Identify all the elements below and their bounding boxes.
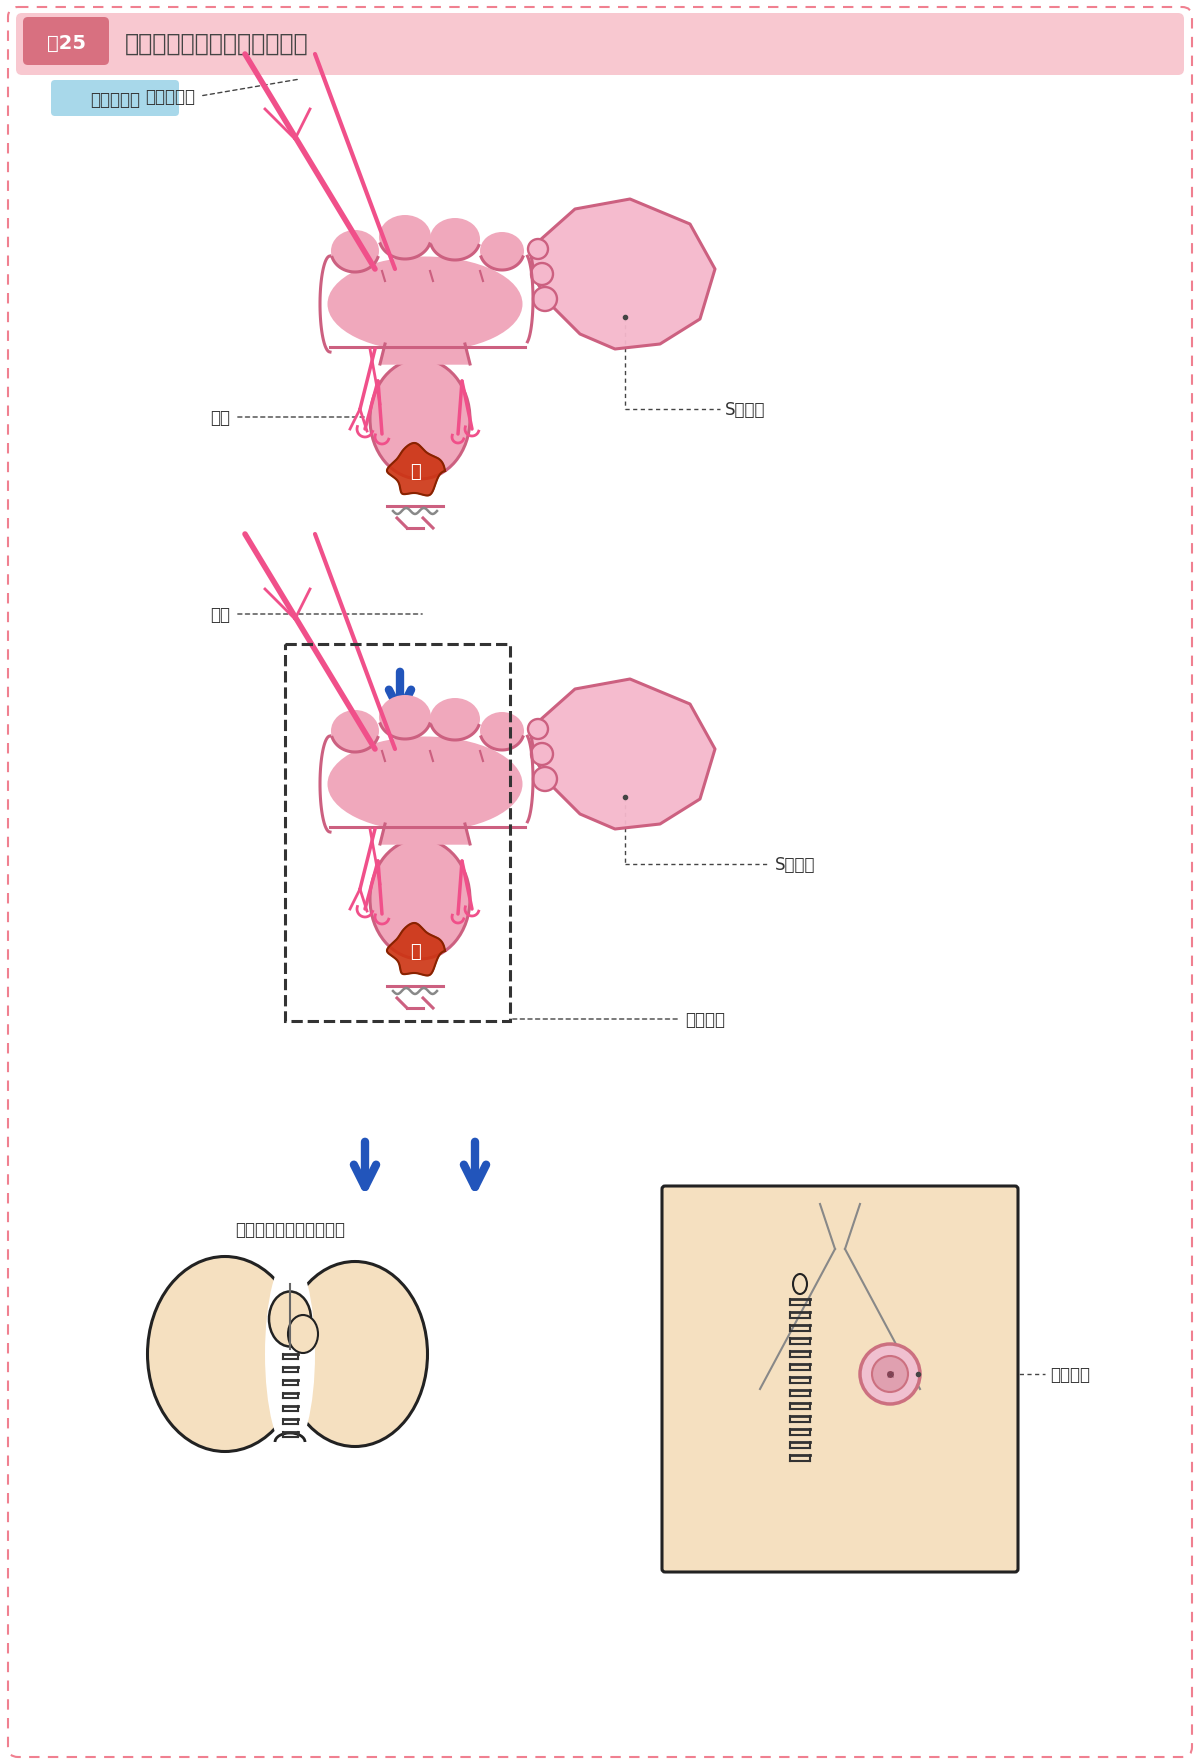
FancyBboxPatch shape bbox=[662, 1187, 1018, 1572]
Ellipse shape bbox=[328, 737, 522, 833]
Circle shape bbox=[860, 1344, 920, 1404]
Ellipse shape bbox=[148, 1256, 302, 1452]
Ellipse shape bbox=[265, 1256, 316, 1452]
Ellipse shape bbox=[430, 219, 480, 261]
Circle shape bbox=[532, 744, 553, 766]
Text: 直腸切断術と人工肛門造設術: 直腸切断術と人工肛門造設術 bbox=[125, 32, 308, 56]
Text: おしりのキズ（会陰創）: おしりのキズ（会陰創） bbox=[235, 1221, 346, 1238]
Circle shape bbox=[872, 1357, 908, 1392]
Ellipse shape bbox=[370, 360, 470, 480]
Ellipse shape bbox=[379, 215, 431, 259]
Polygon shape bbox=[386, 923, 445, 975]
Polygon shape bbox=[380, 344, 470, 365]
Ellipse shape bbox=[480, 233, 524, 272]
Polygon shape bbox=[530, 679, 715, 829]
Polygon shape bbox=[386, 445, 445, 496]
Circle shape bbox=[532, 265, 553, 286]
Text: 人工肛門: 人工肛門 bbox=[1050, 1365, 1090, 1383]
Circle shape bbox=[533, 288, 557, 312]
FancyBboxPatch shape bbox=[8, 9, 1192, 1757]
Text: 癌: 癌 bbox=[409, 462, 420, 482]
Ellipse shape bbox=[331, 711, 379, 753]
Circle shape bbox=[528, 720, 548, 739]
Text: 癌: 癌 bbox=[409, 942, 420, 960]
FancyBboxPatch shape bbox=[23, 18, 109, 65]
Ellipse shape bbox=[282, 1261, 427, 1446]
Polygon shape bbox=[530, 199, 715, 349]
Ellipse shape bbox=[269, 1291, 311, 1346]
Ellipse shape bbox=[331, 231, 379, 273]
Circle shape bbox=[533, 767, 557, 792]
Ellipse shape bbox=[328, 258, 522, 353]
Circle shape bbox=[528, 240, 548, 259]
Text: 上直腸動脈: 上直腸動脈 bbox=[145, 88, 196, 106]
Text: 切除範囲: 切除範囲 bbox=[685, 1011, 725, 1028]
Ellipse shape bbox=[379, 695, 431, 739]
Ellipse shape bbox=[288, 1316, 318, 1353]
Text: 肛門: 肛門 bbox=[210, 605, 230, 624]
FancyBboxPatch shape bbox=[16, 14, 1184, 76]
Text: 直腸切断術: 直腸切断術 bbox=[90, 92, 140, 109]
FancyBboxPatch shape bbox=[52, 81, 179, 116]
Text: S状結腸: S状結腸 bbox=[775, 856, 816, 873]
Ellipse shape bbox=[370, 840, 470, 960]
Text: 図25: 図25 bbox=[47, 34, 85, 53]
Ellipse shape bbox=[430, 699, 480, 741]
Text: S状結腸: S状結腸 bbox=[725, 400, 766, 418]
Ellipse shape bbox=[480, 713, 524, 750]
Text: 直腸: 直腸 bbox=[210, 409, 230, 427]
Polygon shape bbox=[380, 824, 470, 845]
Text: ×: × bbox=[886, 1369, 895, 1379]
Ellipse shape bbox=[793, 1274, 808, 1295]
